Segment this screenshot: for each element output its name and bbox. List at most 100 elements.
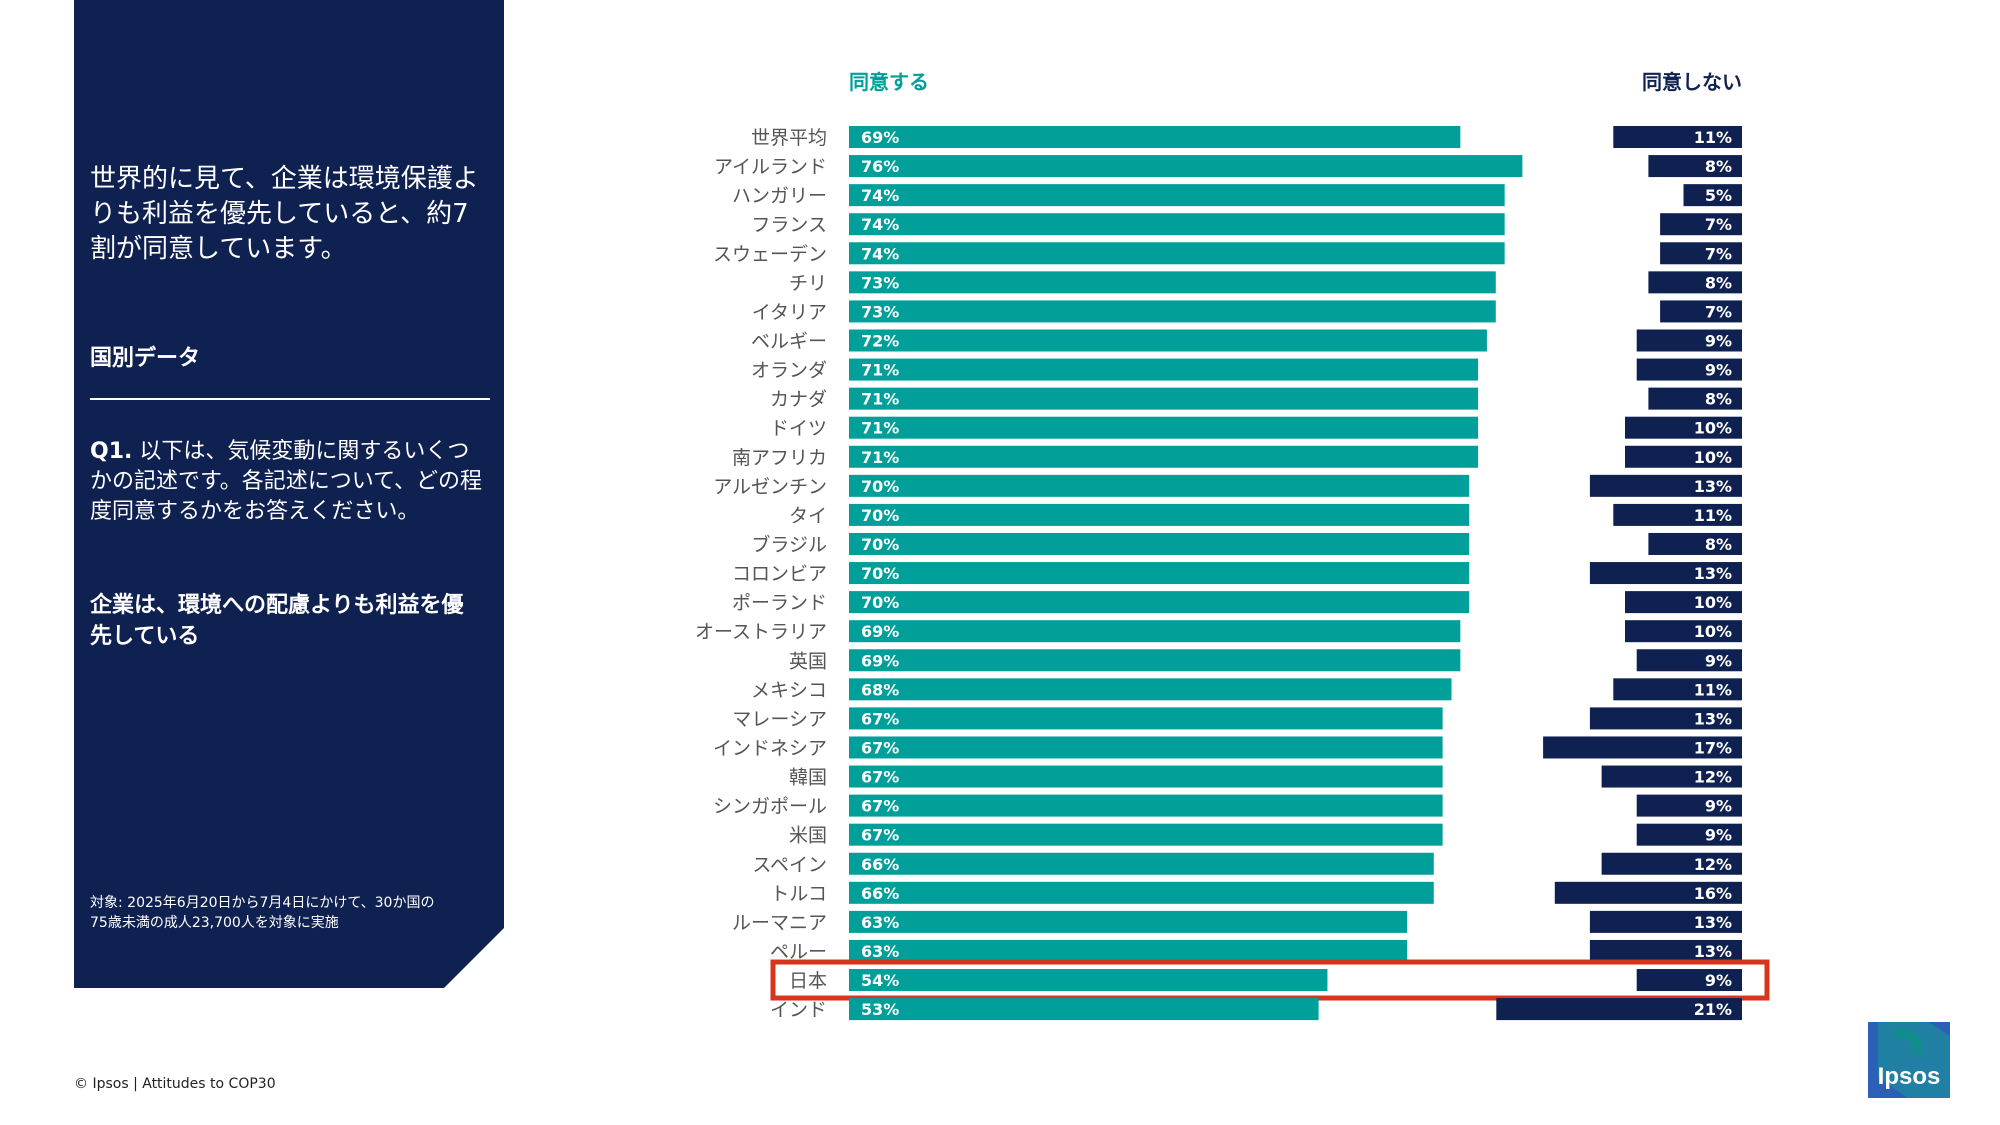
disagree-value-label: 11% — [1694, 680, 1732, 699]
divider — [90, 398, 490, 400]
disagree-bar — [1660, 242, 1742, 265]
disagree-value-label: 9% — [1705, 361, 1732, 380]
category-label: インド — [770, 999, 827, 1021]
category-label: 南アフリカ — [732, 447, 827, 469]
agree-bar — [849, 939, 1408, 962]
agree-bar — [849, 707, 1443, 730]
agree-bar — [849, 445, 1479, 468]
category-label: タイ — [789, 505, 827, 527]
agree-value-label: 69% — [861, 622, 899, 641]
agree-bar — [849, 620, 1461, 643]
agree-value-label: 69% — [861, 128, 899, 147]
agree-value-label: 71% — [861, 448, 899, 467]
category-label: 英国 — [789, 650, 827, 672]
disagree-value-label: 7% — [1705, 244, 1732, 263]
category-label: 日本 — [789, 970, 827, 992]
disagree-value-label: 9% — [1705, 826, 1732, 845]
agree-bar — [849, 358, 1479, 381]
disagree-bar — [1613, 503, 1742, 526]
disagree-value-label: 13% — [1694, 477, 1732, 496]
disagree-value-label: 13% — [1694, 709, 1732, 728]
agree-value-label: 74% — [861, 244, 899, 263]
agree-bar — [849, 823, 1443, 846]
disagree-bar — [1648, 532, 1742, 555]
disagree-bar — [1601, 765, 1742, 788]
category-label: スウェーデン — [713, 243, 827, 265]
disagree-bar — [1648, 155, 1742, 178]
disagree-bar — [1496, 998, 1742, 1021]
footer-credit: © Ipsos | Attitudes to COP30 — [74, 1076, 276, 1092]
disagree-bar — [1625, 416, 1742, 439]
agree-value-label: 67% — [861, 709, 899, 728]
agree-value-label: 70% — [861, 535, 899, 554]
agree-bar — [849, 591, 1470, 614]
agree-bar — [849, 126, 1461, 148]
agree-bar — [849, 300, 1496, 323]
section-title: 国別データ — [90, 346, 201, 371]
disagree-bar — [1601, 852, 1742, 875]
agree-bar — [849, 155, 1523, 178]
agree-value-label: 67% — [861, 768, 899, 787]
agree-bar — [849, 794, 1443, 817]
disagree-bar — [1648, 387, 1742, 410]
disagree-value-label: 12% — [1694, 768, 1732, 787]
category-label: ドイツ — [770, 418, 827, 440]
sample-note: 対象: 2025年6月20日から7月4日にかけて、30か国の75歳未満の成人23… — [90, 895, 435, 931]
agree-value-label: 70% — [861, 593, 899, 612]
category-label: ポーランド — [732, 592, 827, 614]
agree-value-label: 74% — [861, 186, 899, 205]
category-label: イタリア — [752, 301, 827, 323]
category-label: ブラジル — [751, 533, 827, 556]
disagree-bar — [1613, 678, 1742, 701]
agree-value-label: 71% — [861, 361, 899, 380]
disagree-value-label: 7% — [1705, 215, 1732, 234]
disagree-value-label: 8% — [1705, 273, 1732, 292]
category-label: メキシコ — [751, 679, 827, 701]
disagree-bar — [1648, 271, 1742, 294]
disagree-bar — [1589, 910, 1742, 933]
disagree-series-header: 同意しない — [1642, 70, 1742, 94]
disagree-value-label: 10% — [1694, 593, 1732, 612]
agree-value-label: 68% — [861, 680, 899, 699]
highlight-box — [770, 959, 1770, 1001]
disagree-value-label: 16% — [1694, 884, 1732, 903]
agree-value-label: 69% — [861, 651, 899, 670]
agree-value-label: 73% — [861, 273, 899, 292]
agree-value-label: 71% — [861, 390, 899, 409]
category-label: アルゼンチン — [713, 476, 827, 498]
statement: 企業は、環境への配慮よりも利益を優先している — [90, 593, 464, 649]
agree-series-header: 同意する — [849, 70, 929, 94]
category-label: 世界平均 — [751, 127, 827, 149]
agree-bar — [849, 329, 1487, 352]
category-label: 米国 — [789, 825, 827, 847]
agree-bar — [849, 474, 1470, 497]
agree-bar — [849, 532, 1470, 555]
category-label: インドネシア — [713, 737, 827, 759]
agree-value-label: 70% — [861, 506, 899, 525]
disagree-value-label: 11% — [1694, 506, 1732, 525]
question: Q1. 以下は、気候変動に関するいくつかの記述です。各記述について、どの程度同意… — [90, 437, 485, 527]
agree-bar — [849, 562, 1470, 585]
category-label: スペイン — [752, 854, 827, 876]
agree-bar — [849, 503, 1470, 526]
agree-value-label: 66% — [861, 884, 899, 903]
agree-bar — [849, 242, 1505, 265]
disagree-bar — [1589, 474, 1742, 497]
logo-text: Ipsos — [1878, 1063, 1941, 1090]
agree-value-label: 67% — [861, 738, 899, 757]
agree-value-label: 67% — [861, 826, 899, 845]
agree-bar — [849, 969, 1328, 992]
disagree-bar — [1543, 736, 1742, 759]
agree-value-label: 53% — [861, 1000, 899, 1019]
category-label: ハンガリー — [732, 185, 827, 207]
disagree-value-label: 21% — [1694, 1000, 1732, 1019]
disagree-bar — [1636, 823, 1742, 846]
disagree-bar — [1636, 969, 1742, 992]
disagree-value-label: 8% — [1705, 157, 1732, 176]
agree-value-label: 73% — [861, 302, 899, 321]
disagree-value-label: 8% — [1705, 390, 1732, 409]
category-label: ベルギー — [751, 330, 827, 352]
agree-bar — [849, 649, 1461, 672]
disagree-bar — [1625, 445, 1742, 468]
